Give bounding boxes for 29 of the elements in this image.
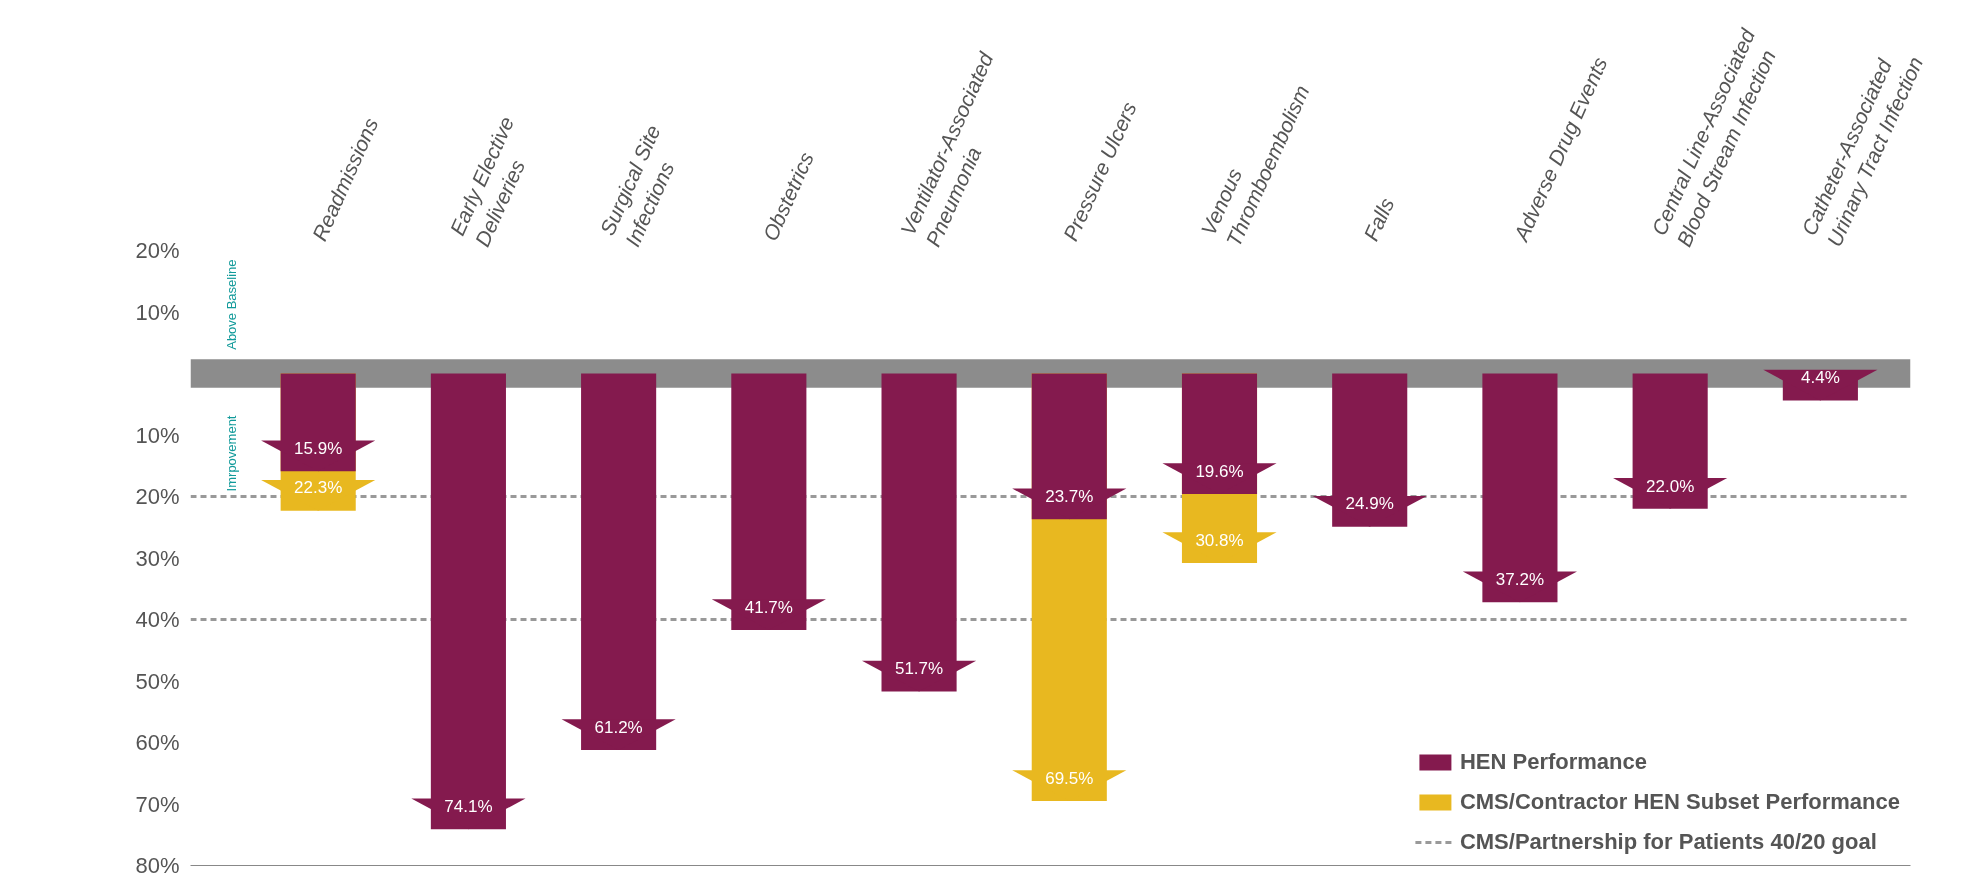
data-label: 30.8% [1195, 530, 1244, 550]
legend-label: CMS/Contractor HEN Subset Performance [1459, 789, 1900, 815]
y-tick-label: 20% [135, 238, 180, 263]
y-tick-label: 70% [135, 791, 180, 817]
y-tick-label: 10% [135, 299, 180, 325]
data-label: 24.9% [1345, 494, 1394, 514]
data-label: 41.7% [744, 597, 793, 617]
data-label: 51.7% [894, 659, 944, 679]
y-tick-label: 80% [135, 853, 180, 878]
y-tick-label: 50% [135, 668, 180, 694]
x-tick-label: Falls [1359, 193, 1399, 245]
y-tick-label: 60% [135, 730, 180, 755]
data-label: 22.3% [294, 478, 343, 498]
legend-label: HEN Performance [1459, 749, 1647, 775]
annotation: Above Baseline [223, 259, 239, 350]
y-tick-label: 40% [135, 607, 180, 632]
data-label: 19.6% [1195, 461, 1244, 481]
annotation: Imrpovement [223, 415, 239, 492]
y-tick-label: 30% [135, 545, 180, 571]
data-label: 23.7% [1045, 487, 1094, 506]
y-tick-label: 20% [135, 484, 180, 509]
data-label: 74.1% [444, 796, 493, 816]
data-label: 15.9% [294, 439, 343, 459]
data-label: 22.0% [1646, 476, 1695, 496]
y-tick-label: 10% [135, 422, 180, 448]
data-label: 61.2% [594, 717, 643, 737]
data-label: 69.5% [1045, 768, 1094, 788]
data-label: 37.2% [1495, 570, 1545, 590]
legend-label: CMS/Partnership for Patients 40/20 goal [1459, 829, 1877, 855]
